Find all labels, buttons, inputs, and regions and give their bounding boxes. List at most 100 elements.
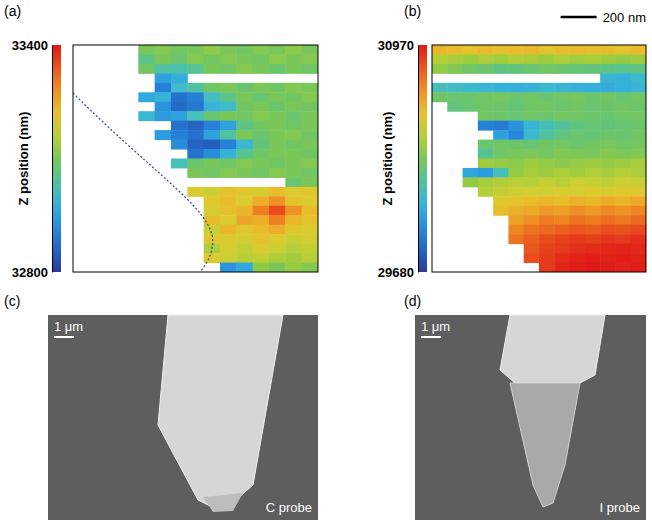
cell bbox=[285, 187, 302, 197]
cell bbox=[585, 187, 601, 197]
cell bbox=[253, 253, 270, 263]
cell bbox=[631, 64, 646, 74]
cell bbox=[220, 244, 237, 254]
probe-tip bbox=[510, 383, 580, 507]
cell bbox=[447, 64, 463, 74]
cell bbox=[615, 253, 631, 263]
cell bbox=[220, 159, 237, 169]
cell bbox=[539, 196, 555, 206]
cell bbox=[585, 130, 601, 140]
cell bbox=[187, 149, 204, 159]
cell bbox=[600, 149, 616, 159]
cell bbox=[524, 102, 540, 112]
cell bbox=[524, 111, 540, 121]
cell bbox=[631, 253, 646, 263]
cell bbox=[570, 177, 586, 187]
cell bbox=[615, 225, 631, 235]
cell bbox=[600, 140, 616, 150]
cell bbox=[236, 159, 253, 169]
cell bbox=[478, 168, 494, 178]
cell bbox=[269, 244, 286, 254]
cell bbox=[615, 177, 631, 187]
cell bbox=[236, 64, 253, 74]
cell bbox=[570, 140, 586, 150]
colorbar bbox=[52, 45, 61, 272]
cell bbox=[220, 45, 237, 55]
cell bbox=[478, 64, 494, 74]
scale-bar-line bbox=[561, 16, 597, 19]
cell bbox=[631, 244, 646, 254]
cell bbox=[493, 121, 509, 131]
cell bbox=[539, 215, 555, 225]
cell bbox=[463, 45, 479, 55]
cell bbox=[631, 196, 646, 206]
cell bbox=[171, 45, 188, 55]
scale-bar-label: 1 μm bbox=[54, 319, 83, 334]
cell bbox=[524, 168, 540, 178]
cell bbox=[204, 83, 221, 93]
cell bbox=[615, 130, 631, 140]
cell bbox=[285, 121, 302, 131]
cell bbox=[524, 215, 540, 225]
cell bbox=[187, 45, 204, 55]
cell bbox=[236, 263, 253, 272]
cell bbox=[631, 187, 646, 197]
colorbar-tick-label: 30970 bbox=[378, 38, 414, 53]
cell bbox=[220, 83, 237, 93]
cell bbox=[269, 140, 286, 150]
cell bbox=[508, 83, 524, 93]
cell bbox=[253, 215, 270, 225]
cell bbox=[615, 149, 631, 159]
cell bbox=[615, 168, 631, 178]
sem-background bbox=[415, 315, 646, 520]
cell bbox=[524, 244, 540, 254]
panel-letter: (a) bbox=[4, 3, 21, 19]
cell bbox=[463, 64, 479, 74]
cell bbox=[269, 253, 286, 263]
cell bbox=[171, 159, 188, 169]
cell bbox=[585, 215, 601, 225]
cell bbox=[285, 244, 302, 254]
cell bbox=[269, 168, 286, 178]
cell bbox=[600, 92, 616, 102]
cell bbox=[508, 64, 524, 74]
cell bbox=[302, 196, 318, 206]
cell bbox=[570, 92, 586, 102]
cell bbox=[478, 140, 494, 150]
cell bbox=[253, 263, 270, 272]
cell bbox=[236, 225, 253, 235]
cell bbox=[463, 92, 479, 102]
cell bbox=[302, 45, 318, 55]
cell bbox=[615, 140, 631, 150]
cell bbox=[615, 45, 631, 55]
cell bbox=[539, 130, 555, 140]
scale-bar-label: 200 nm bbox=[603, 10, 646, 25]
cell bbox=[285, 64, 302, 74]
cell bbox=[554, 149, 570, 159]
cell bbox=[187, 187, 204, 197]
cell bbox=[302, 121, 318, 131]
cell bbox=[204, 111, 221, 121]
cell bbox=[269, 234, 286, 244]
cell bbox=[493, 206, 509, 216]
probe-outline bbox=[73, 93, 213, 272]
cell bbox=[524, 130, 540, 140]
cell bbox=[187, 64, 204, 74]
colorbar-tick: 29680 bbox=[378, 265, 418, 280]
cell bbox=[155, 92, 172, 102]
cell bbox=[508, 168, 524, 178]
cell bbox=[302, 140, 318, 150]
cell bbox=[236, 215, 253, 225]
cell bbox=[600, 253, 616, 263]
cell bbox=[631, 45, 646, 55]
cell bbox=[539, 244, 555, 254]
cell bbox=[253, 130, 270, 140]
cell bbox=[236, 168, 253, 178]
cell bbox=[539, 225, 555, 235]
cell bbox=[285, 253, 302, 263]
cell bbox=[524, 149, 540, 159]
cell bbox=[285, 92, 302, 102]
cell bbox=[269, 149, 286, 159]
cell bbox=[138, 45, 155, 55]
cell bbox=[432, 92, 448, 102]
